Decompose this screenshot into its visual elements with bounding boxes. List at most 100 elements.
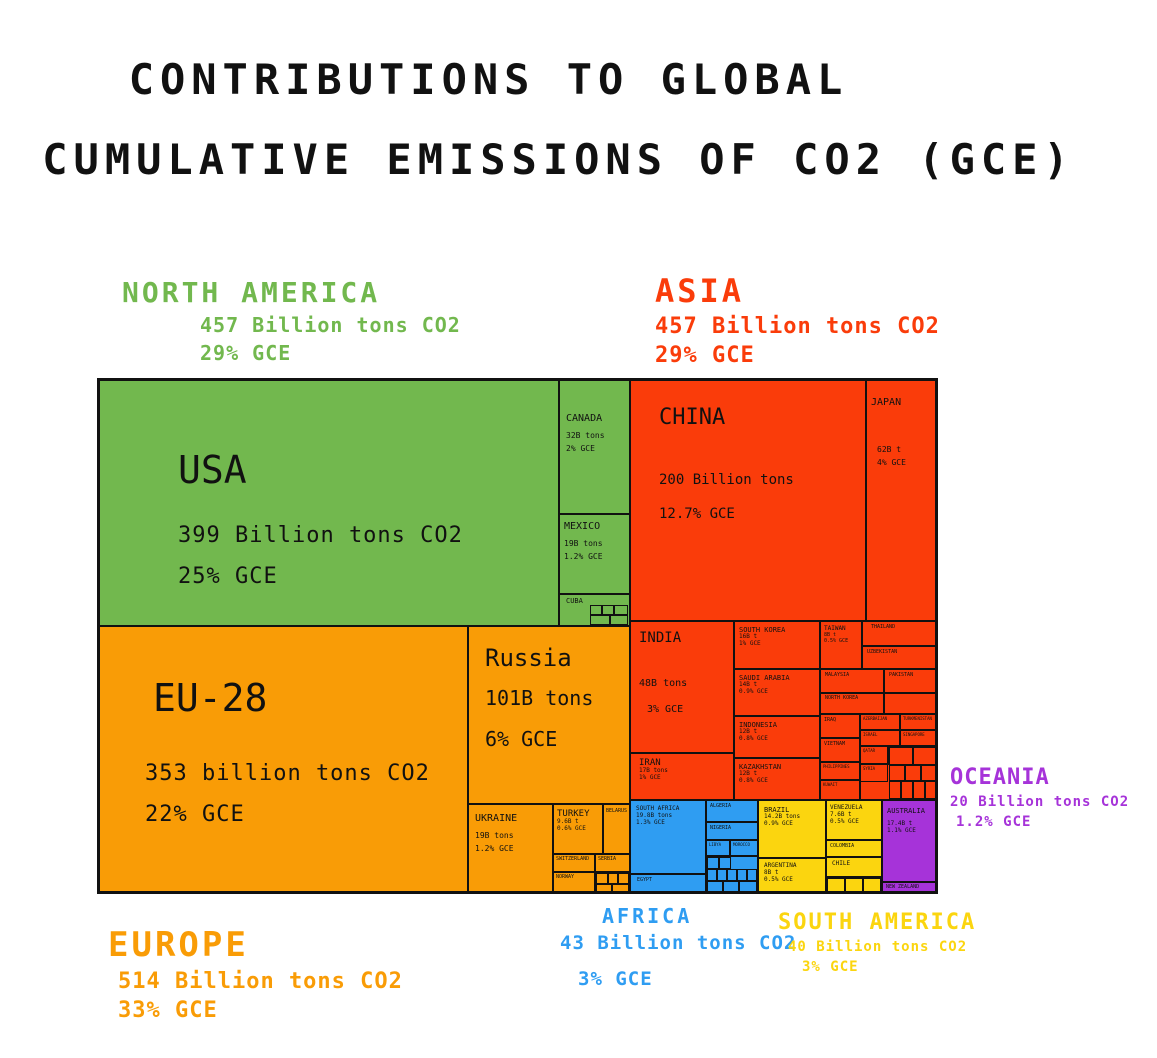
minor-country-cell [727, 869, 737, 881]
cell-name: NORTH KOREA [825, 695, 859, 701]
treemap-cell-eu28: EU-28 353 billion tons CO2 22% GCE [97, 626, 468, 894]
minor-country-cell [739, 881, 757, 893]
cell-name: NIGERIA [710, 825, 732, 831]
region-share: 33% GCE [118, 998, 218, 1023]
cell-share: 4% GCE [877, 457, 906, 467]
treemap-cell-qatar: QATAR [860, 746, 888, 764]
region-amount: 20 Billion tons CO2 [950, 794, 1130, 810]
region-label-oceania: OCEANIA 20 Billion tons CO2 1.2% GCE [950, 765, 1129, 830]
treemap-cell-morocco: MOROCCO [730, 840, 758, 856]
treemap-cell-venezuela: VENEZUELA 7.6B t 0.5% GCE [826, 800, 882, 840]
cell-name: MEXICO [564, 521, 601, 532]
treemap-cell-taiwan: TAIWAN 8B t 0.5% GCE [820, 621, 862, 669]
cell-share: 0.8% GCE [739, 734, 768, 742]
treemap-cell-malaysia: MALAYSIA [820, 669, 884, 693]
cell-name: ARGENTINA [764, 862, 797, 869]
cell-name: UKRAINE [475, 813, 518, 824]
region-amount: 457 Billion tons CO2 [655, 314, 940, 339]
cell-name: USA [178, 448, 247, 492]
cell-name: AZERBAIJAN [863, 716, 888, 721]
minor-country-cell [618, 873, 629, 884]
treemap-cell-switzerland: SWITZERLAND [553, 854, 595, 872]
cell-share: 0.5% GCE [830, 817, 859, 825]
treemap-cell-nigeria: NIGERIA [706, 822, 758, 840]
cell-name: SERBIA [598, 856, 617, 862]
cell-name: ISRAEL [863, 732, 878, 737]
treemap-cell-saudi-arabia: SAUDI ARABIA 14B t 0.9% GCE [734, 669, 820, 716]
minor-country-cell [913, 781, 925, 799]
treemap-cell-usa: USA 399 Billion tons CO2 25% GCE [97, 378, 559, 626]
minor-country-cell [889, 781, 901, 799]
minor-country-cell [863, 878, 881, 893]
chart-title-line-2: CUMULATIVE EMISSIONS OF CO2 (GCE) [42, 135, 1075, 184]
cell-share: 6% GCE [485, 726, 558, 751]
region-amount: 43 Billion tons CO2 [560, 932, 797, 954]
treemap-cell-russia: Russia 101B tons 6% GCE [468, 626, 630, 804]
cell-name: AUSTRALIA [887, 807, 925, 815]
minor-country-cell [602, 605, 614, 615]
cell-amount: 14B t [739, 681, 758, 689]
cell-name: COLOMBIA [830, 843, 855, 849]
treemap-cell-iraq: IRAQ [820, 714, 860, 738]
treemap-cell-kuwait: KUWAIT [820, 780, 860, 800]
cell-name: IRAQ [824, 717, 837, 723]
cell-amount: 16B t [739, 633, 758, 641]
minor-country-cell [612, 884, 629, 893]
cell-name: EGYPT [637, 877, 653, 883]
treemap-cell-africa-minor [706, 856, 758, 894]
cell-name: TURKMENISTAN [903, 716, 932, 721]
cell-amount: 101B tons [485, 685, 594, 710]
cell-name: SYRIA [863, 766, 876, 771]
cell-share: 1% GCE [739, 639, 761, 647]
minor-country-cell [921, 765, 937, 781]
minor-country-cell [610, 615, 628, 625]
treemap-cell-new-zealand: NEW ZEALAND [882, 882, 938, 894]
minor-country-cell [719, 857, 731, 869]
region-share: 3% GCE [802, 959, 859, 975]
cell-share: 1% GCE [639, 774, 661, 782]
cell-amount: 14.2B tons [764, 813, 801, 821]
cell-name: VENEZUELA [830, 804, 863, 811]
cell-name: TURKEY [557, 809, 590, 819]
minor-country-cell [590, 615, 610, 625]
cell-amount: 12B t [739, 728, 758, 736]
cell-amount: 9.6B t [557, 818, 579, 826]
treemap-cell-australia: AUSTRALIA 17.4B t 1.1% GCE [882, 800, 938, 882]
treemap-cell-china: CHINA 200 Billion tons 12.7% GCE [630, 378, 866, 621]
treemap-cell-india: INDIA 48B tons 3% GCE [630, 621, 734, 753]
cell-name: CANADA [566, 413, 603, 424]
cell-name: CHILE [832, 860, 851, 867]
region-name: ASIA [655, 272, 745, 310]
treemap-cell-south-korea: SOUTH KOREA 16B t 1% GCE [734, 621, 820, 669]
cell-share: 0.9% GCE [739, 687, 768, 695]
treemap-cell-colombia: COLOMBIA [826, 840, 882, 857]
cell-amount: 7.6B t [830, 810, 852, 818]
cell-share: 0.8% GCE [739, 776, 768, 784]
cell-name: INDIA [639, 630, 682, 646]
minor-country-cell [596, 884, 612, 893]
region-name: AFRICA [602, 904, 693, 928]
cell-name: SOUTH KOREA [739, 626, 786, 634]
region-share: 3% GCE [578, 968, 653, 990]
cell-share: 0.6% GCE [557, 825, 586, 833]
cell-share: 2% GCE [566, 443, 595, 453]
minor-country-cell [723, 881, 739, 893]
region-name: OCEANIA [950, 765, 1050, 790]
treemap-cell-libya: LIBYA [706, 840, 730, 856]
treemap-cell-japan: JAPAN 62B t 4% GCE [866, 378, 938, 621]
treemap-cell-indonesia: INDONESIA 12B t 0.8% GCE [734, 716, 820, 758]
cell-amount: 62B t [877, 444, 902, 454]
cell-name: PAKISTAN [889, 672, 914, 678]
cell-amount: 353 billion tons CO2 [145, 760, 430, 786]
cell-name: INDONESIA [739, 721, 777, 729]
treemap-cell-vietnam: VIETNAM [820, 738, 860, 762]
cell-name: BELARUS [606, 808, 628, 814]
cell-amount: 19B tons [564, 538, 603, 548]
treemap-cell-cuba: CUBA [559, 594, 630, 626]
minor-country-cell [717, 869, 727, 881]
treemap-cell-turkey: TURKEY 9.6B t 0.6% GCE [553, 804, 603, 854]
region-amount: 40 Billion tons CO2 [788, 939, 968, 955]
minor-country-cell [901, 781, 913, 799]
minor-country-cell [747, 869, 757, 881]
cell-amount: 19.8B tons [636, 811, 673, 819]
